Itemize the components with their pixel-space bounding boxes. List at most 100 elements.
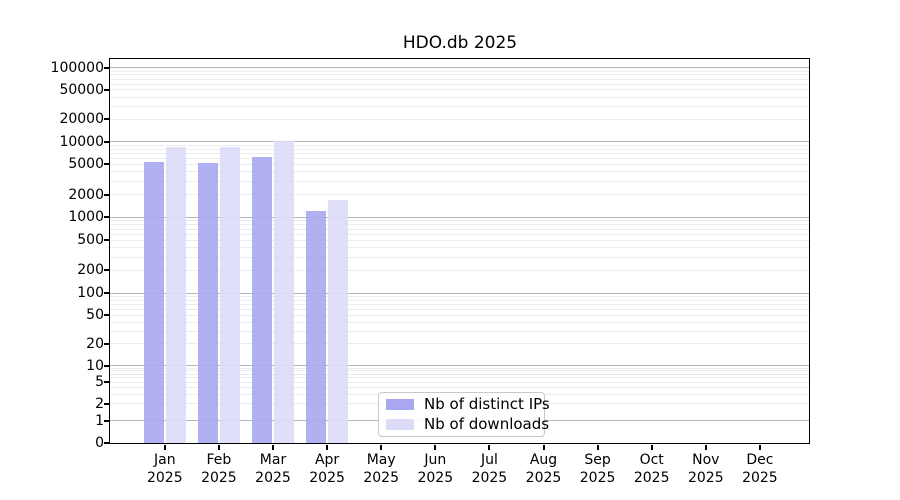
plot-area xyxy=(109,58,810,444)
minor-gridline xyxy=(110,157,809,159)
y-tick-mark xyxy=(104,88,110,91)
minor-gridline xyxy=(110,296,809,298)
y-tick-label: 100 xyxy=(77,285,104,302)
y-tick-label: 20 xyxy=(86,335,104,352)
bar-distinct-ips xyxy=(306,211,327,443)
minor-gridline xyxy=(110,314,809,316)
minor-gridline xyxy=(110,163,809,165)
x-tick-label: Jul 2025 xyxy=(471,452,508,486)
x-tick-mark xyxy=(596,445,599,450)
y-tick-mark xyxy=(104,193,110,196)
bar-downloads xyxy=(165,147,186,443)
minor-gridline xyxy=(110,144,809,146)
y-tick-mark xyxy=(104,239,110,242)
minor-gridline xyxy=(110,330,809,332)
y-tick-label: 1000 xyxy=(68,209,104,226)
x-tick-label: Sep 2025 xyxy=(579,452,616,486)
y-tick-mark xyxy=(104,419,110,422)
x-tick-label: Aug 2025 xyxy=(525,452,562,486)
x-tick-label: May 2025 xyxy=(363,452,399,486)
x-tick-label: Feb 2025 xyxy=(201,452,237,486)
minor-gridline xyxy=(110,180,809,182)
minor-gridline xyxy=(110,377,809,379)
y-tick-label: 2000 xyxy=(68,186,104,203)
y-tick-mark xyxy=(104,140,110,143)
bar-distinct-ips xyxy=(197,162,218,443)
major-gridline xyxy=(110,216,809,218)
minor-gridline xyxy=(110,239,809,241)
y-tick-mark xyxy=(104,269,110,272)
y-tick-label: 50000 xyxy=(59,81,104,98)
major-gridline xyxy=(110,365,809,366)
minor-gridline xyxy=(110,303,809,305)
x-tick-mark xyxy=(163,445,166,450)
y-tick-label: 1 xyxy=(95,412,104,429)
minor-gridline xyxy=(110,228,809,230)
y-tick-mark xyxy=(104,342,110,345)
minor-gridline xyxy=(110,373,809,375)
x-tick-mark xyxy=(488,445,491,450)
legend-item-distinct-ips: Nb of distinct IPs xyxy=(386,397,550,412)
y-tick-label: 0 xyxy=(95,435,104,451)
x-tick-label: Nov 2025 xyxy=(687,452,724,486)
minor-gridline xyxy=(110,70,809,72)
x-tick-mark xyxy=(434,445,437,450)
minor-gridline xyxy=(110,118,809,120)
minor-gridline xyxy=(110,105,809,107)
x-tick-mark xyxy=(272,445,274,450)
bar-downloads xyxy=(219,147,240,443)
y-tick-mark xyxy=(104,163,110,166)
y-tick-mark xyxy=(104,314,110,317)
legend-swatch-downloads xyxy=(386,419,414,430)
x-tick-mark xyxy=(704,445,707,450)
bar-downloads xyxy=(328,199,349,443)
minor-gridline xyxy=(110,269,809,271)
y-tick-label: 20000 xyxy=(59,111,104,128)
y-tick-label: 200 xyxy=(77,262,104,279)
y-tick-label: 2 xyxy=(95,395,104,412)
minor-gridline xyxy=(110,233,809,235)
y-tick-label: 5000 xyxy=(68,156,104,173)
y-tick-label: 10000 xyxy=(59,133,104,150)
minor-gridline xyxy=(110,194,809,196)
x-tick-label: Oct 2025 xyxy=(633,452,670,486)
major-gridline xyxy=(110,292,809,294)
legend-label: Nb of downloads xyxy=(424,415,550,433)
bar-downloads xyxy=(274,140,294,443)
minor-gridline xyxy=(110,171,809,173)
minor-gridline xyxy=(110,321,809,323)
y-tick-label: 5 xyxy=(95,374,104,391)
minor-gridline xyxy=(110,152,809,154)
minor-gridline xyxy=(110,370,809,372)
minor-gridline xyxy=(110,256,809,258)
minor-gridline xyxy=(110,299,809,301)
bar-distinct-ips xyxy=(252,157,272,443)
x-tick-mark xyxy=(542,445,545,450)
minor-gridline xyxy=(110,220,809,222)
y-tick-mark xyxy=(104,292,110,295)
major-gridline xyxy=(110,141,809,143)
x-tick-label: Apr 2025 xyxy=(309,452,345,486)
minor-gridline xyxy=(110,83,809,85)
legend: Nb of distinct IPs Nb of downloads xyxy=(378,392,550,437)
x-tick-label: Jan 2025 xyxy=(146,452,183,486)
minor-gridline xyxy=(110,381,809,383)
y-tick-label: 100000 xyxy=(50,59,104,76)
y-tick-mark xyxy=(104,118,110,121)
x-tick-mark xyxy=(758,445,761,450)
legend-swatch-distinct-ips xyxy=(386,399,414,410)
legend-label: Nb of distinct IPs xyxy=(424,395,550,413)
y-tick-mark xyxy=(104,402,110,405)
minor-gridline xyxy=(110,308,809,310)
y-tick-label: 500 xyxy=(77,232,104,249)
minor-gridline xyxy=(110,386,809,388)
minor-gridline xyxy=(110,224,809,226)
minor-gridline xyxy=(110,367,809,369)
minor-gridline xyxy=(110,74,809,76)
y-tick-mark xyxy=(104,66,110,69)
x-tick-mark xyxy=(650,445,653,450)
legend-item-downloads: Nb of downloads xyxy=(386,417,549,432)
minor-gridline xyxy=(110,96,809,98)
x-tick-label: Dec 2025 xyxy=(742,452,778,486)
